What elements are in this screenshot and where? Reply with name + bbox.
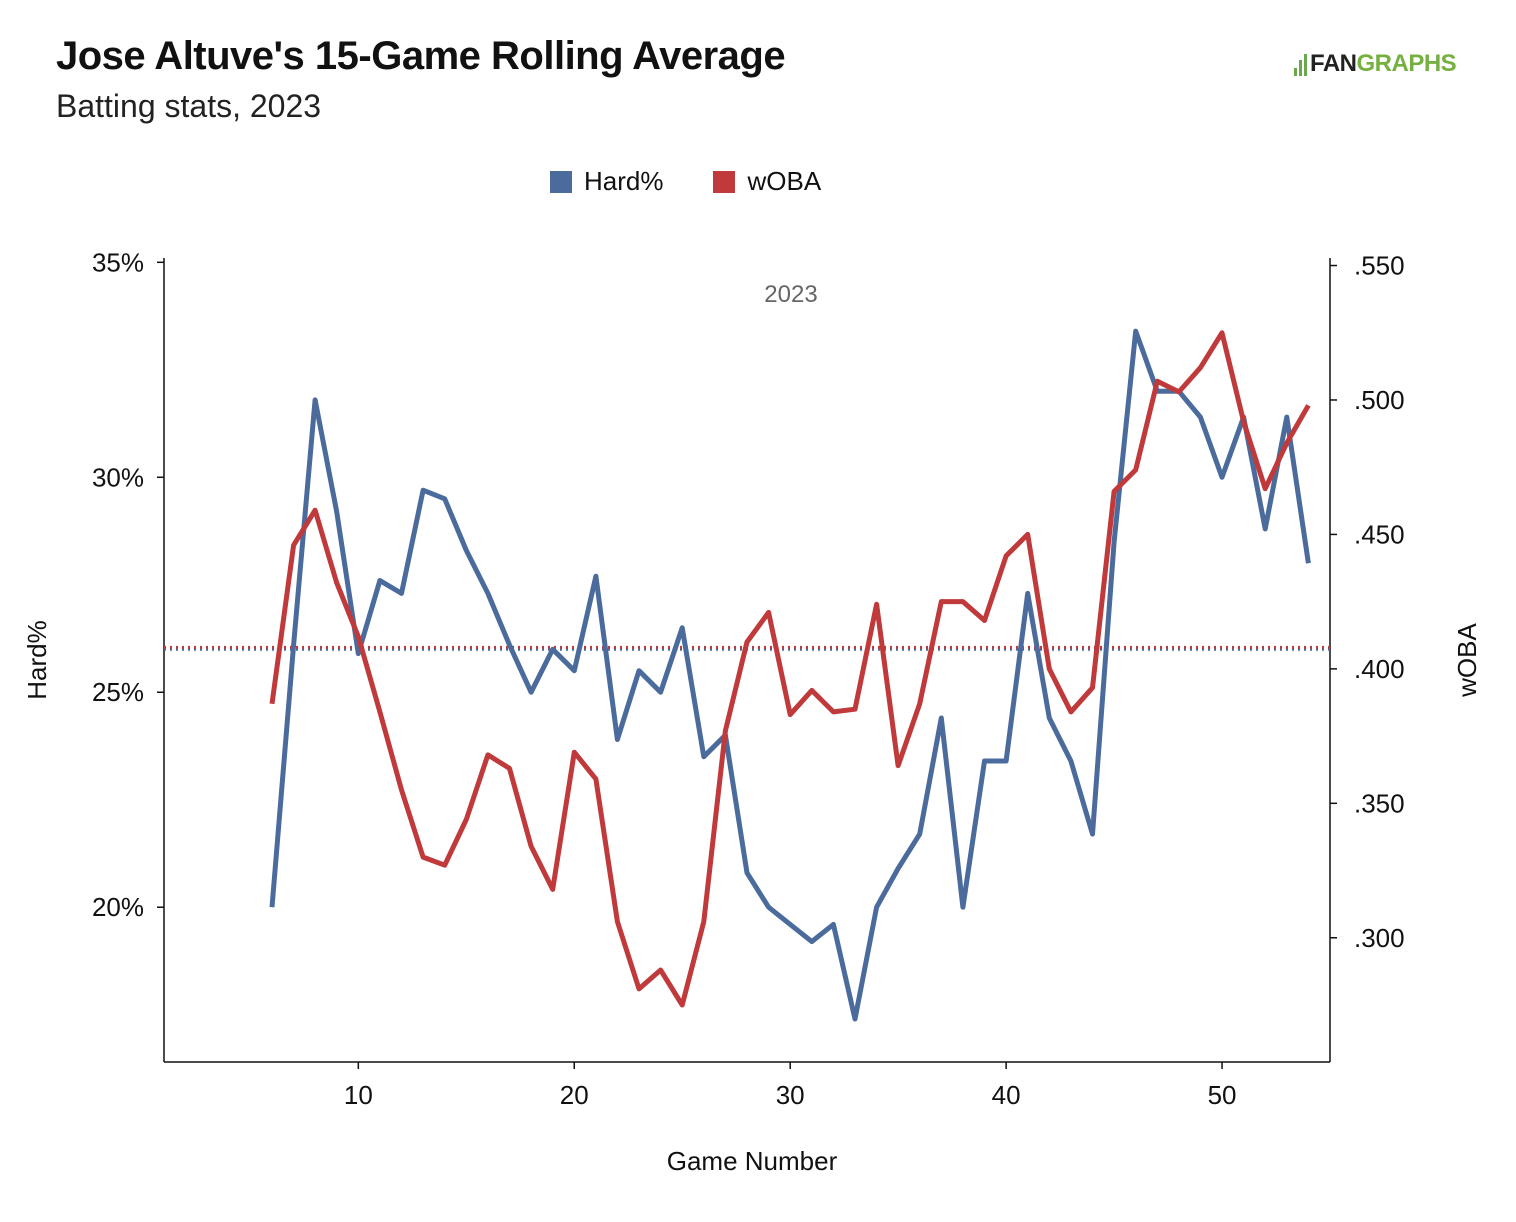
logo-text-graphs: GRAPHS [1356,50,1457,77]
y-right-tick-label: .300 [1354,923,1405,953]
x-tick-label: 20 [560,1080,589,1110]
x-tick-label: 40 [992,1080,1021,1110]
legend-label-hard: Hard% [584,166,664,196]
y-right-tick-label: .550 [1354,251,1405,281]
y-left-tick-label: 30% [92,462,144,492]
legend-swatch-hard [550,170,572,193]
y-axis-right-title: wOBA [1452,623,1482,698]
series-line-hard [269,328,1311,1022]
y-right-tick-label: .350 [1354,788,1405,818]
logo-bars-icon [1294,52,1307,76]
season-annotation: 2023 [764,281,817,308]
chart-legend: Hard% wOBA [550,166,871,197]
y-right-tick-label: .500 [1354,385,1405,415]
x-axis-title: Game Number [667,1146,838,1176]
legend-label-woba: wOBA [747,166,822,196]
legend-item-woba: wOBA [713,166,821,197]
y-axis-left-title: Hard% [22,620,52,699]
y-left-tick-label: 35% [92,247,144,277]
legend-item-hard: Hard% [550,166,663,197]
x-tick-label: 50 [1208,1080,1237,1110]
logo-text-fan: FAN [1310,50,1357,77]
legend-swatch-woba [713,170,736,193]
series-line-woba [269,330,1311,1008]
fangraphs-logo: FAN GRAPHS [1294,50,1457,78]
x-tick-label: 30 [776,1080,805,1110]
y-right-tick-label: .400 [1354,654,1405,684]
chart-title: Jose Altuve's 15-Game Rolling Average [56,34,786,78]
y-left-tick-label: 25% [92,677,144,707]
x-tick-label: 10 [344,1080,373,1110]
chart-subtitle: Batting stats, 2023 [56,88,322,124]
y-right-tick-label: .450 [1354,519,1405,549]
y-left-tick-label: 20% [92,892,144,922]
